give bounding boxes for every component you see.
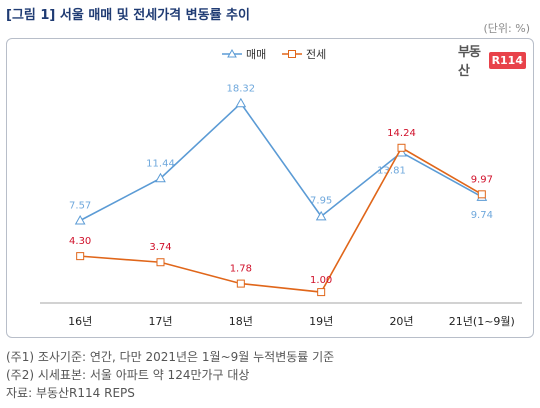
x-tick-label: 21년(1~9월) — [449, 315, 515, 328]
series-0-point — [155, 172, 166, 183]
series-line-0 — [79, 102, 483, 222]
footnote-1: (주1) 조사기준: 연간, 다만 2021년은 1월~9월 누적변동률 기준 — [6, 350, 335, 364]
x-tick-label: 18년 — [229, 315, 253, 328]
series-1-data-label: 1.00 — [310, 275, 332, 286]
legend-label-1: 전세 — [306, 48, 326, 61]
x-tick-label: 16년 — [68, 315, 92, 328]
footnotes: (주1) 조사기준: 연간, 다만 2021년은 1월~9월 누적변동률 기준 … — [6, 348, 334, 402]
logo-text: 부동산 — [458, 45, 481, 79]
series-line-1 — [80, 146, 483, 293]
legend-marker-0 — [227, 48, 237, 58]
logo: 부동산 R114 — [458, 45, 526, 79]
series-0-point — [315, 210, 327, 221]
series-1-point — [156, 258, 165, 267]
legend-label-0: 매매 — [246, 48, 266, 61]
legend-marker-1 — [288, 50, 296, 58]
series-0-point — [235, 97, 247, 108]
footnote-source: 자료: 부동산R114 REPS — [6, 386, 135, 400]
series-1-data-label: 4.30 — [69, 236, 91, 247]
series-1-point — [236, 279, 245, 288]
line-chart: 16년 17년 18년 19년 20년 21년(1~9월) 매매 전세 7.57 11.44 18.… — [40, 48, 522, 328]
x-tick-label: 17년 — [148, 315, 172, 328]
series-0-data-label: 13.81 — [377, 165, 406, 176]
series-0-data-label: 7.95 — [310, 195, 332, 206]
series-1-point — [76, 252, 85, 261]
unit-label: (단위: %) — [483, 22, 530, 35]
series-1-data-label: 1.78 — [230, 264, 252, 275]
series-1-point — [477, 190, 486, 199]
series-0-point — [74, 214, 86, 225]
series-0-data-label: 18.32 — [227, 83, 256, 94]
x-tick-label: 20년 — [389, 315, 413, 328]
series-1-data-label: 3.74 — [149, 242, 171, 253]
series-1-point — [317, 288, 326, 297]
logo-badge: R114 — [488, 51, 526, 69]
chart-title: [그림 1] 서울 매매 및 전세가격 변동률 추이 — [6, 8, 250, 23]
chart-frame — [6, 38, 534, 338]
series-0-data-label: 11.44 — [146, 158, 175, 169]
series-1-data-label: 9.97 — [471, 174, 493, 185]
series-0-data-label: 9.74 — [471, 210, 493, 221]
series-1-point — [397, 143, 406, 152]
series-0-data-label: 7.57 — [69, 200, 91, 211]
footnote-2: (주2) 시세표본: 서울 아파트 약 124만가구 대상 — [6, 368, 250, 382]
x-tick-label: 19년 — [309, 315, 333, 328]
series-1-data-label: 14.24 — [387, 128, 416, 139]
